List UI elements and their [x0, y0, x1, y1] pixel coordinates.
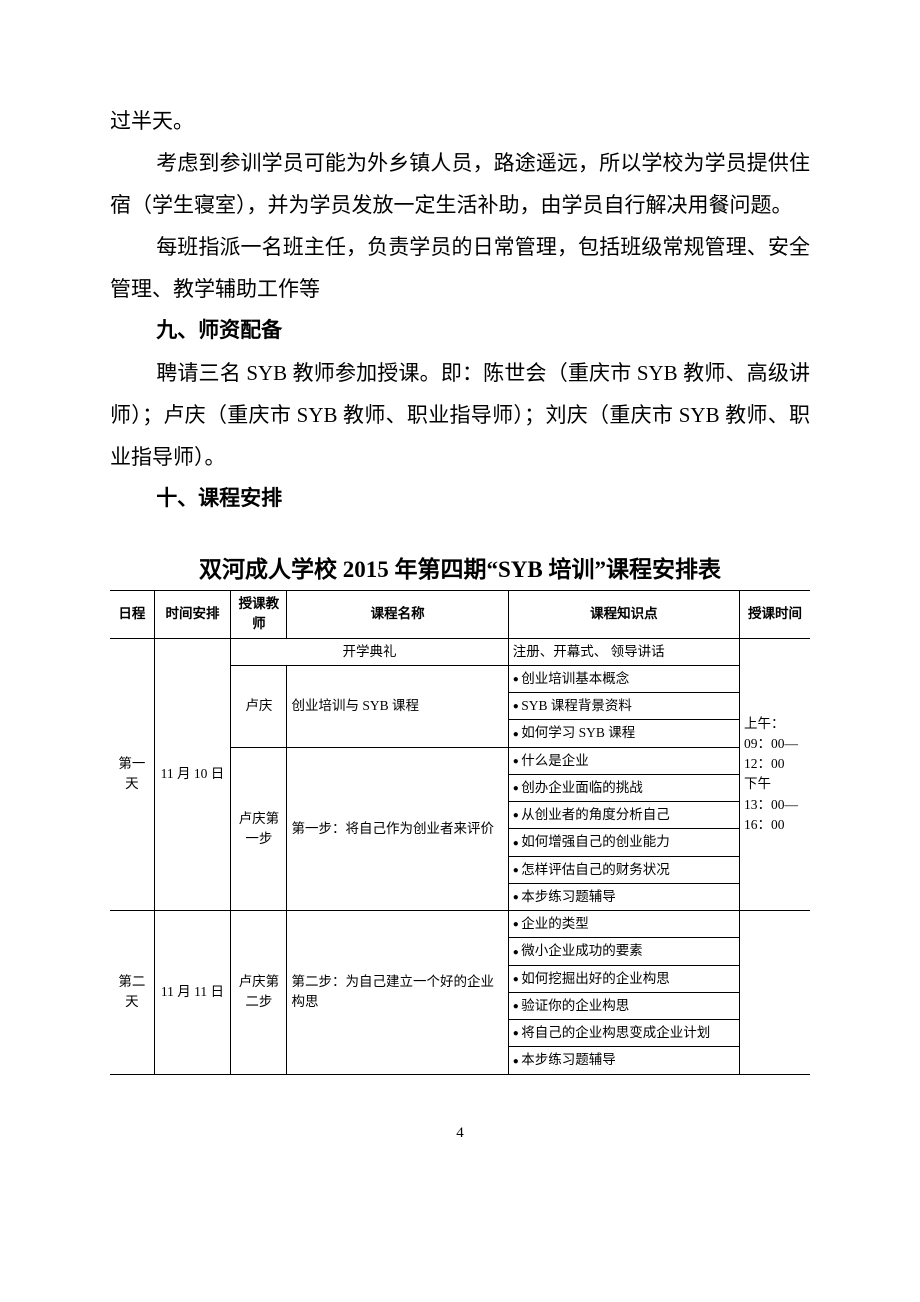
cell-point: 什么是企业 — [508, 747, 739, 774]
th-points: 课程知识点 — [508, 591, 739, 639]
paragraph-continuation: 过半天。 — [110, 100, 810, 142]
schedule-table-title: 双河成人学校 2015 年第四期“SYB 培训”课程安排表 — [110, 550, 810, 584]
cell-point: 本步练习题辅导 — [508, 883, 739, 910]
th-date: 时间安排 — [154, 591, 230, 639]
table-row: 第二天 11 月 11 日 卢庆第二步 第二步：为自己建立一个好的企业构思 企业… — [110, 911, 810, 938]
cell-point: 创业培训基本概念 — [508, 665, 739, 692]
table-row: 第一天 11 月 10 日 开学典礼 注册、开幕式、 领导讲话 上午： 09：0… — [110, 638, 810, 665]
cell-opening-points: 注册、开幕式、 领导讲话 — [508, 638, 739, 665]
cell-point: 微小企业成功的要素 — [508, 938, 739, 965]
cell-day1-date: 11 月 10 日 — [154, 638, 230, 911]
cell-point: 将自己的企业构思变成企业计划 — [508, 1020, 739, 1047]
cell-point: 从创业者的角度分析自己 — [508, 802, 739, 829]
cell-point: 怎样评估自己的财务状况 — [508, 856, 739, 883]
paragraph-class-teacher: 每班指派一名班主任，负责学员的日常管理，包括班级常规管理、安全管理、教学辅助工作… — [110, 226, 810, 310]
table-header-row: 日程 时间安排 授课教师 课程名称 课程知识点 授课时间 — [110, 591, 810, 639]
cell-day1-time: 上午： 09：00—12：00 下午 13：00—16：00 — [740, 638, 810, 911]
heading-10-schedule: 十、课程安排 — [110, 478, 810, 520]
cell-point: 如何增强自己的创业能力 — [508, 829, 739, 856]
cell-opening-ceremony: 开学典礼 — [231, 638, 509, 665]
th-teacher: 授课教师 — [231, 591, 287, 639]
paragraph-faculty-list: 聘请三名 SYB 教师参加授课。即：陈世会（重庆市 SYB 教师、高级讲师）；卢… — [110, 352, 810, 478]
heading-9-faculty: 九、师资配备 — [110, 310, 810, 352]
cell-d1b2-teacher: 卢庆第一步 — [231, 747, 287, 911]
cell-day2-label: 第二天 — [110, 911, 154, 1075]
cell-d2-teacher: 卢庆第二步 — [231, 911, 287, 1075]
cell-d1b1-teacher: 卢庆 — [231, 665, 287, 747]
cell-d2-course: 第二步：为自己建立一个好的企业构思 — [287, 911, 508, 1075]
page-number: 4 — [110, 1125, 810, 1142]
th-time: 授课时间 — [740, 591, 810, 639]
paragraph-accommodation: 考虑到参训学员可能为外乡镇人员，路途遥远，所以学校为学员提供住宿（学生寝室），并… — [110, 142, 810, 226]
th-course: 课程名称 — [287, 591, 508, 639]
schedule-table: 日程 时间安排 授课教师 课程名称 课程知识点 授课时间 第一天 11 月 10… — [110, 590, 810, 1075]
cell-point: 创办企业面临的挑战 — [508, 774, 739, 801]
cell-point: 企业的类型 — [508, 911, 739, 938]
cell-d1b1-course: 创业培训与 SYB 课程 — [287, 665, 508, 747]
cell-point: 本步练习题辅导 — [508, 1047, 739, 1074]
cell-point: 如何学习 SYB 课程 — [508, 720, 739, 747]
cell-day2-date: 11 月 11 日 — [154, 911, 230, 1075]
cell-point: 如何挖掘出好的企业构思 — [508, 965, 739, 992]
cell-day1-label: 第一天 — [110, 638, 154, 911]
cell-d1b2-course: 第一步：将自己作为创业者来评价 — [287, 747, 508, 911]
cell-day2-time-blank — [740, 911, 810, 1075]
th-day: 日程 — [110, 591, 154, 639]
cell-point: 验证你的企业构思 — [508, 992, 739, 1019]
cell-point: SYB 课程背景资料 — [508, 693, 739, 720]
